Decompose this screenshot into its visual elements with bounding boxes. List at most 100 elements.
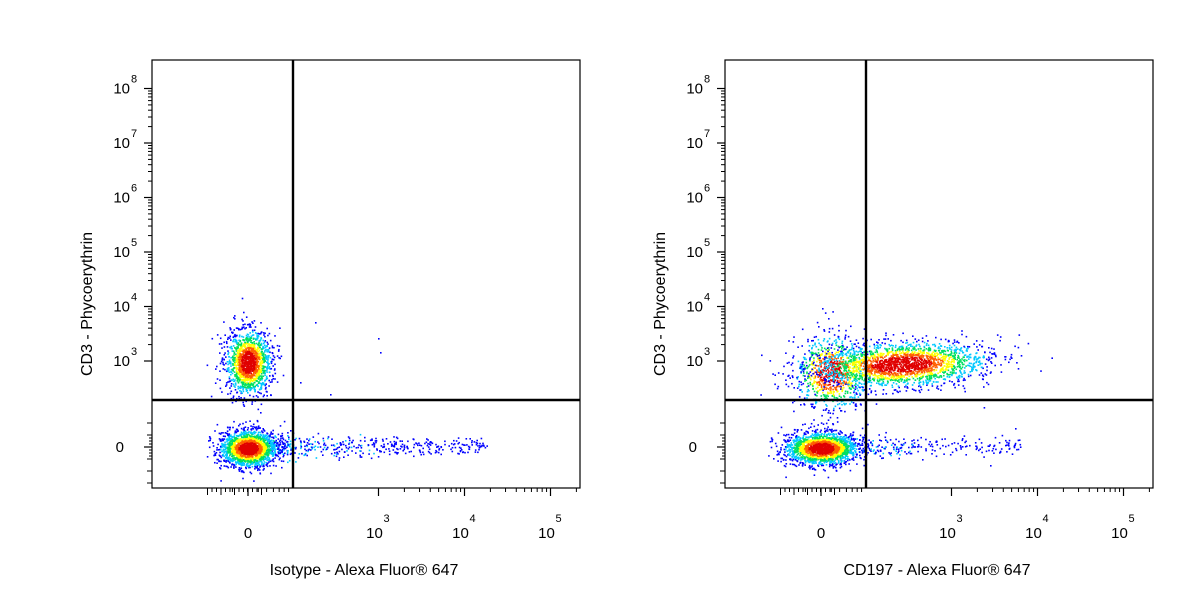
event-dot xyxy=(265,357,267,359)
event-dot xyxy=(828,327,831,330)
event-dot xyxy=(238,365,241,367)
event-dot xyxy=(306,454,308,457)
event-dot xyxy=(306,438,308,440)
event-dot xyxy=(885,439,887,441)
event-dot xyxy=(820,385,823,388)
event-dot xyxy=(818,381,820,383)
event-dot xyxy=(238,434,241,437)
event-dot xyxy=(951,443,953,445)
event-dot xyxy=(241,446,244,448)
event-dot xyxy=(466,444,468,446)
event-dot xyxy=(259,444,262,446)
event-dot xyxy=(828,362,831,364)
event-dot xyxy=(256,457,259,460)
event-dot xyxy=(266,369,268,371)
event-dot xyxy=(806,390,809,393)
event-dot xyxy=(228,441,231,444)
event-dot xyxy=(840,396,842,399)
event-dot xyxy=(235,369,238,371)
event-dot xyxy=(857,351,859,353)
event-dot xyxy=(237,447,239,449)
event-dot xyxy=(237,451,240,453)
event-dot xyxy=(258,459,261,461)
event-dot xyxy=(258,441,260,443)
event-dot xyxy=(278,451,281,453)
event-dot xyxy=(248,378,250,380)
event-dot xyxy=(255,366,257,369)
event-dot xyxy=(263,361,265,364)
event-dot xyxy=(247,457,249,460)
event-dot xyxy=(841,388,844,391)
event-dot xyxy=(271,441,273,444)
event-dot xyxy=(813,359,815,361)
event-dot xyxy=(417,444,419,447)
event-dot xyxy=(355,452,357,454)
event-dot xyxy=(266,436,269,438)
event-dot xyxy=(221,347,223,349)
event-dot xyxy=(263,441,266,444)
event-dot xyxy=(1006,441,1008,444)
event-dot xyxy=(249,389,251,391)
event-dot xyxy=(264,435,266,438)
event-dot xyxy=(333,448,335,451)
event-dot xyxy=(256,348,259,350)
event-dot xyxy=(256,460,259,462)
event-dot xyxy=(373,452,375,455)
event-dot xyxy=(238,448,241,450)
event-dot xyxy=(267,443,269,445)
event-dot xyxy=(259,344,262,346)
event-dot xyxy=(227,442,229,445)
event-dot xyxy=(827,349,829,352)
event-dot xyxy=(232,345,235,347)
event-dot xyxy=(244,359,247,362)
event-dot xyxy=(819,361,821,364)
event-dot xyxy=(827,347,830,349)
event-dot xyxy=(947,444,950,447)
event-dot xyxy=(817,352,820,354)
event-dot xyxy=(828,337,831,340)
event-dot xyxy=(240,376,243,378)
event-dot xyxy=(235,327,238,329)
event-dot xyxy=(252,337,255,340)
event-dot xyxy=(830,392,832,395)
event-dot xyxy=(227,381,229,383)
event-dot xyxy=(848,387,851,390)
event-dot xyxy=(239,340,241,343)
event-dot xyxy=(245,378,247,380)
event-dot xyxy=(295,437,297,440)
event-dot xyxy=(233,439,236,442)
x-tick-label: 10 xyxy=(366,525,383,542)
event-dot xyxy=(245,441,247,443)
event-dot xyxy=(231,450,233,453)
event-dot xyxy=(243,354,246,357)
event-dot xyxy=(804,366,806,369)
event-dot xyxy=(810,356,813,358)
event-dot xyxy=(263,351,266,353)
event-dot xyxy=(232,362,234,365)
event-dot xyxy=(335,453,338,455)
event-dot xyxy=(257,468,260,470)
event-dot xyxy=(245,447,247,449)
event-dot xyxy=(825,388,827,390)
event-dot xyxy=(242,477,244,480)
event-dot xyxy=(242,350,244,352)
event-dot xyxy=(261,447,263,449)
event-dot xyxy=(846,357,848,359)
event-dot xyxy=(237,382,240,384)
event-dot xyxy=(829,383,832,386)
event-dot xyxy=(243,429,246,432)
event-dot xyxy=(818,353,821,356)
event-dot xyxy=(330,444,333,447)
event-dot xyxy=(232,360,235,362)
event-dot xyxy=(229,445,231,448)
event-dot xyxy=(251,449,253,451)
event-dot xyxy=(243,449,245,452)
event-dot xyxy=(262,355,265,358)
event-dot xyxy=(266,441,268,444)
event-dot xyxy=(269,375,271,377)
event-dot xyxy=(238,356,240,359)
event-dot xyxy=(237,445,240,448)
event-dot xyxy=(243,436,245,438)
x-tick-label: 10 xyxy=(538,525,555,542)
event-dot xyxy=(848,386,851,389)
